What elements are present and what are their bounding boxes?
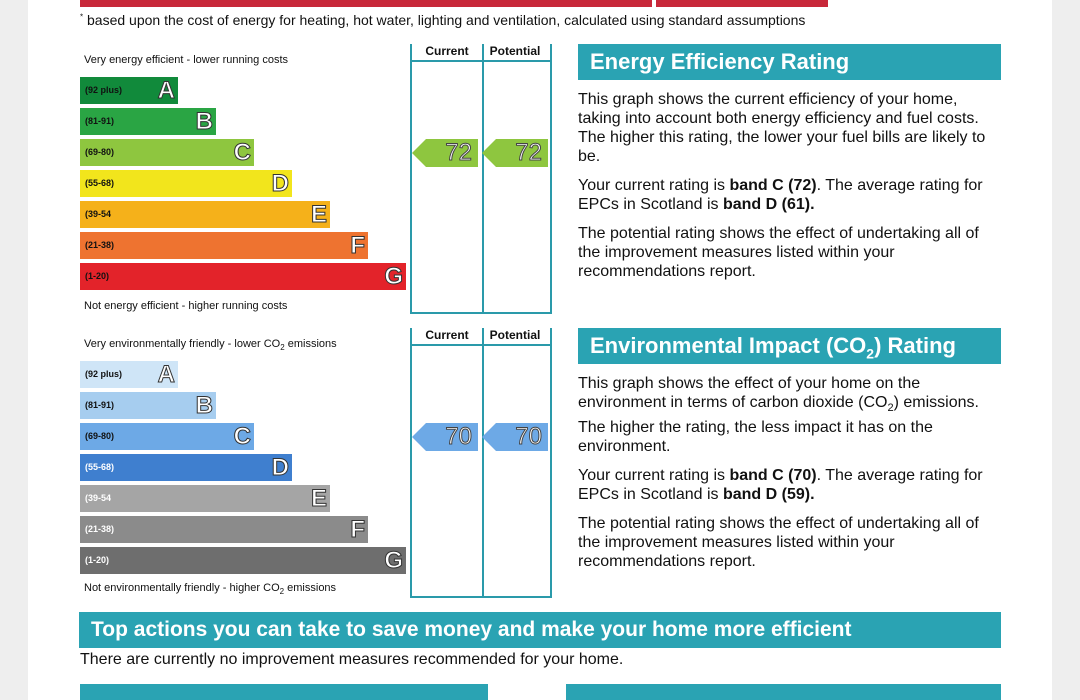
current-rating-arrow: 72 [412,139,478,167]
band-e: (39-54 E [80,485,330,513]
band-range: (39-54 [85,209,112,219]
band-letter: A [157,77,175,105]
band-letter: D [271,454,289,482]
environmental-impact-panel: Environmental Impact (CO2) Rating This g… [578,328,1001,571]
current-rating-arrow-value: 70 [445,423,473,451]
energy-efficiency-chart: Very energy efficient - lower running co… [76,44,552,314]
band-letter: E [310,201,327,229]
potential-rating-arrow-value: 70 [515,423,543,451]
band-f: (21-38) F [80,516,368,544]
current-header: Current [412,328,482,346]
energy-panel-p3: The potential rating shows the effect of… [578,225,979,280]
band-letter: F [350,516,366,544]
potential-rating-arrow-value: 72 [515,139,543,167]
band-letter: G [384,547,404,575]
band-range: (39-54 [85,493,112,503]
footnote: * based upon the cost of energy for heat… [80,12,805,28]
top-red-bar-left [80,0,652,7]
band-a: (92 plus) A [80,77,178,105]
epc-page: * based upon the cost of energy for heat… [28,0,1052,700]
chart-bottom-label: Not energy efficient - higher running co… [84,300,288,312]
band-range: (69-80) [85,147,115,157]
band-f: (21-38) F [80,232,368,260]
band-letter: F [350,232,366,260]
band-range: (55-68) [85,462,115,472]
co2-panel-p3: The potential rating shows the effect of… [578,515,979,571]
chart-bottom-label: Not environmentally friendly - higher CO… [84,581,337,596]
top-red-bar-right [656,0,828,7]
band-range: (1-20) [85,555,110,565]
band-b: (81-91) B [80,392,216,420]
co2-panel-title: Environmental Impact (CO2) Rating [578,328,1001,364]
band-range: (81-91) [85,400,115,410]
potential-header: Potential [480,328,550,346]
energy-efficiency-panel: Energy Efficiency Rating This graph show… [578,44,1001,281]
chart-top-label: Very energy efficient - lower running co… [84,54,289,66]
band-letter: G [384,263,404,291]
band-range: (21-38) [85,240,115,250]
energy-panel-p2: Your current rating is band C (72). The … [578,177,983,213]
band-g: (1-20) G [80,263,406,291]
potential-rating-arrow: 72 [482,139,548,167]
current-rating-arrow: 70 [412,423,478,451]
band-e: (39-54 E [80,201,330,229]
energy-panel-title: Energy Efficiency Rating [578,44,1001,80]
band-range: (92 plus) [85,369,123,379]
band-g: (1-20) G [80,547,406,575]
band-range: (55-68) [85,178,115,188]
chart-top-label: Very environmentally friendly - lower CO… [84,338,337,353]
energy-panel-p1: This graph shows the current efficiency … [578,91,986,165]
band-letter: D [271,170,289,198]
top-actions-text: There are currently no improvement measu… [80,651,624,668]
current-header: Current [412,44,482,62]
potential-column: Potential [480,44,552,314]
section-header-stub-left [80,684,488,700]
potential-rating-arrow: 70 [482,423,548,451]
band-range: (21-38) [85,524,115,534]
current-rating-arrow-value: 72 [445,139,473,167]
band-b: (81-91) B [80,108,216,136]
band-range: (1-20) [85,271,110,281]
environmental-impact-chart: Very environmentally friendly - lower CO… [76,328,552,598]
band-letter: C [233,423,251,451]
band-range: (92 plus) [85,85,123,95]
band-letter: C [233,139,251,167]
band-c: (69-80) C [80,423,254,451]
co2-panel-p1: This graph shows the effect of your home… [578,375,979,456]
footnote-text: based upon the cost of energy for heatin… [87,12,806,28]
current-column: Current [410,44,484,314]
potential-column: Potential [480,328,552,598]
band-d: (55-68) D [80,454,292,482]
band-a: (92 plus) A [80,361,178,389]
band-range: (69-80) [85,431,115,441]
band-letter: E [310,485,327,513]
band-letter: A [157,361,175,389]
band-letter: B [195,108,213,136]
band-range: (81-91) [85,116,115,126]
band-letter: B [195,392,213,420]
section-header-stub-right [566,684,1001,700]
band-d: (55-68) D [80,170,292,198]
current-column: Current [410,328,484,598]
band-c: (69-80) C [80,139,254,167]
footnote-mark: * [80,12,84,22]
potential-header: Potential [480,44,550,62]
top-actions-title: Top actions you can take to save money a… [79,612,1001,648]
co2-panel-p2: Your current rating is band C (70). The … [578,467,983,504]
